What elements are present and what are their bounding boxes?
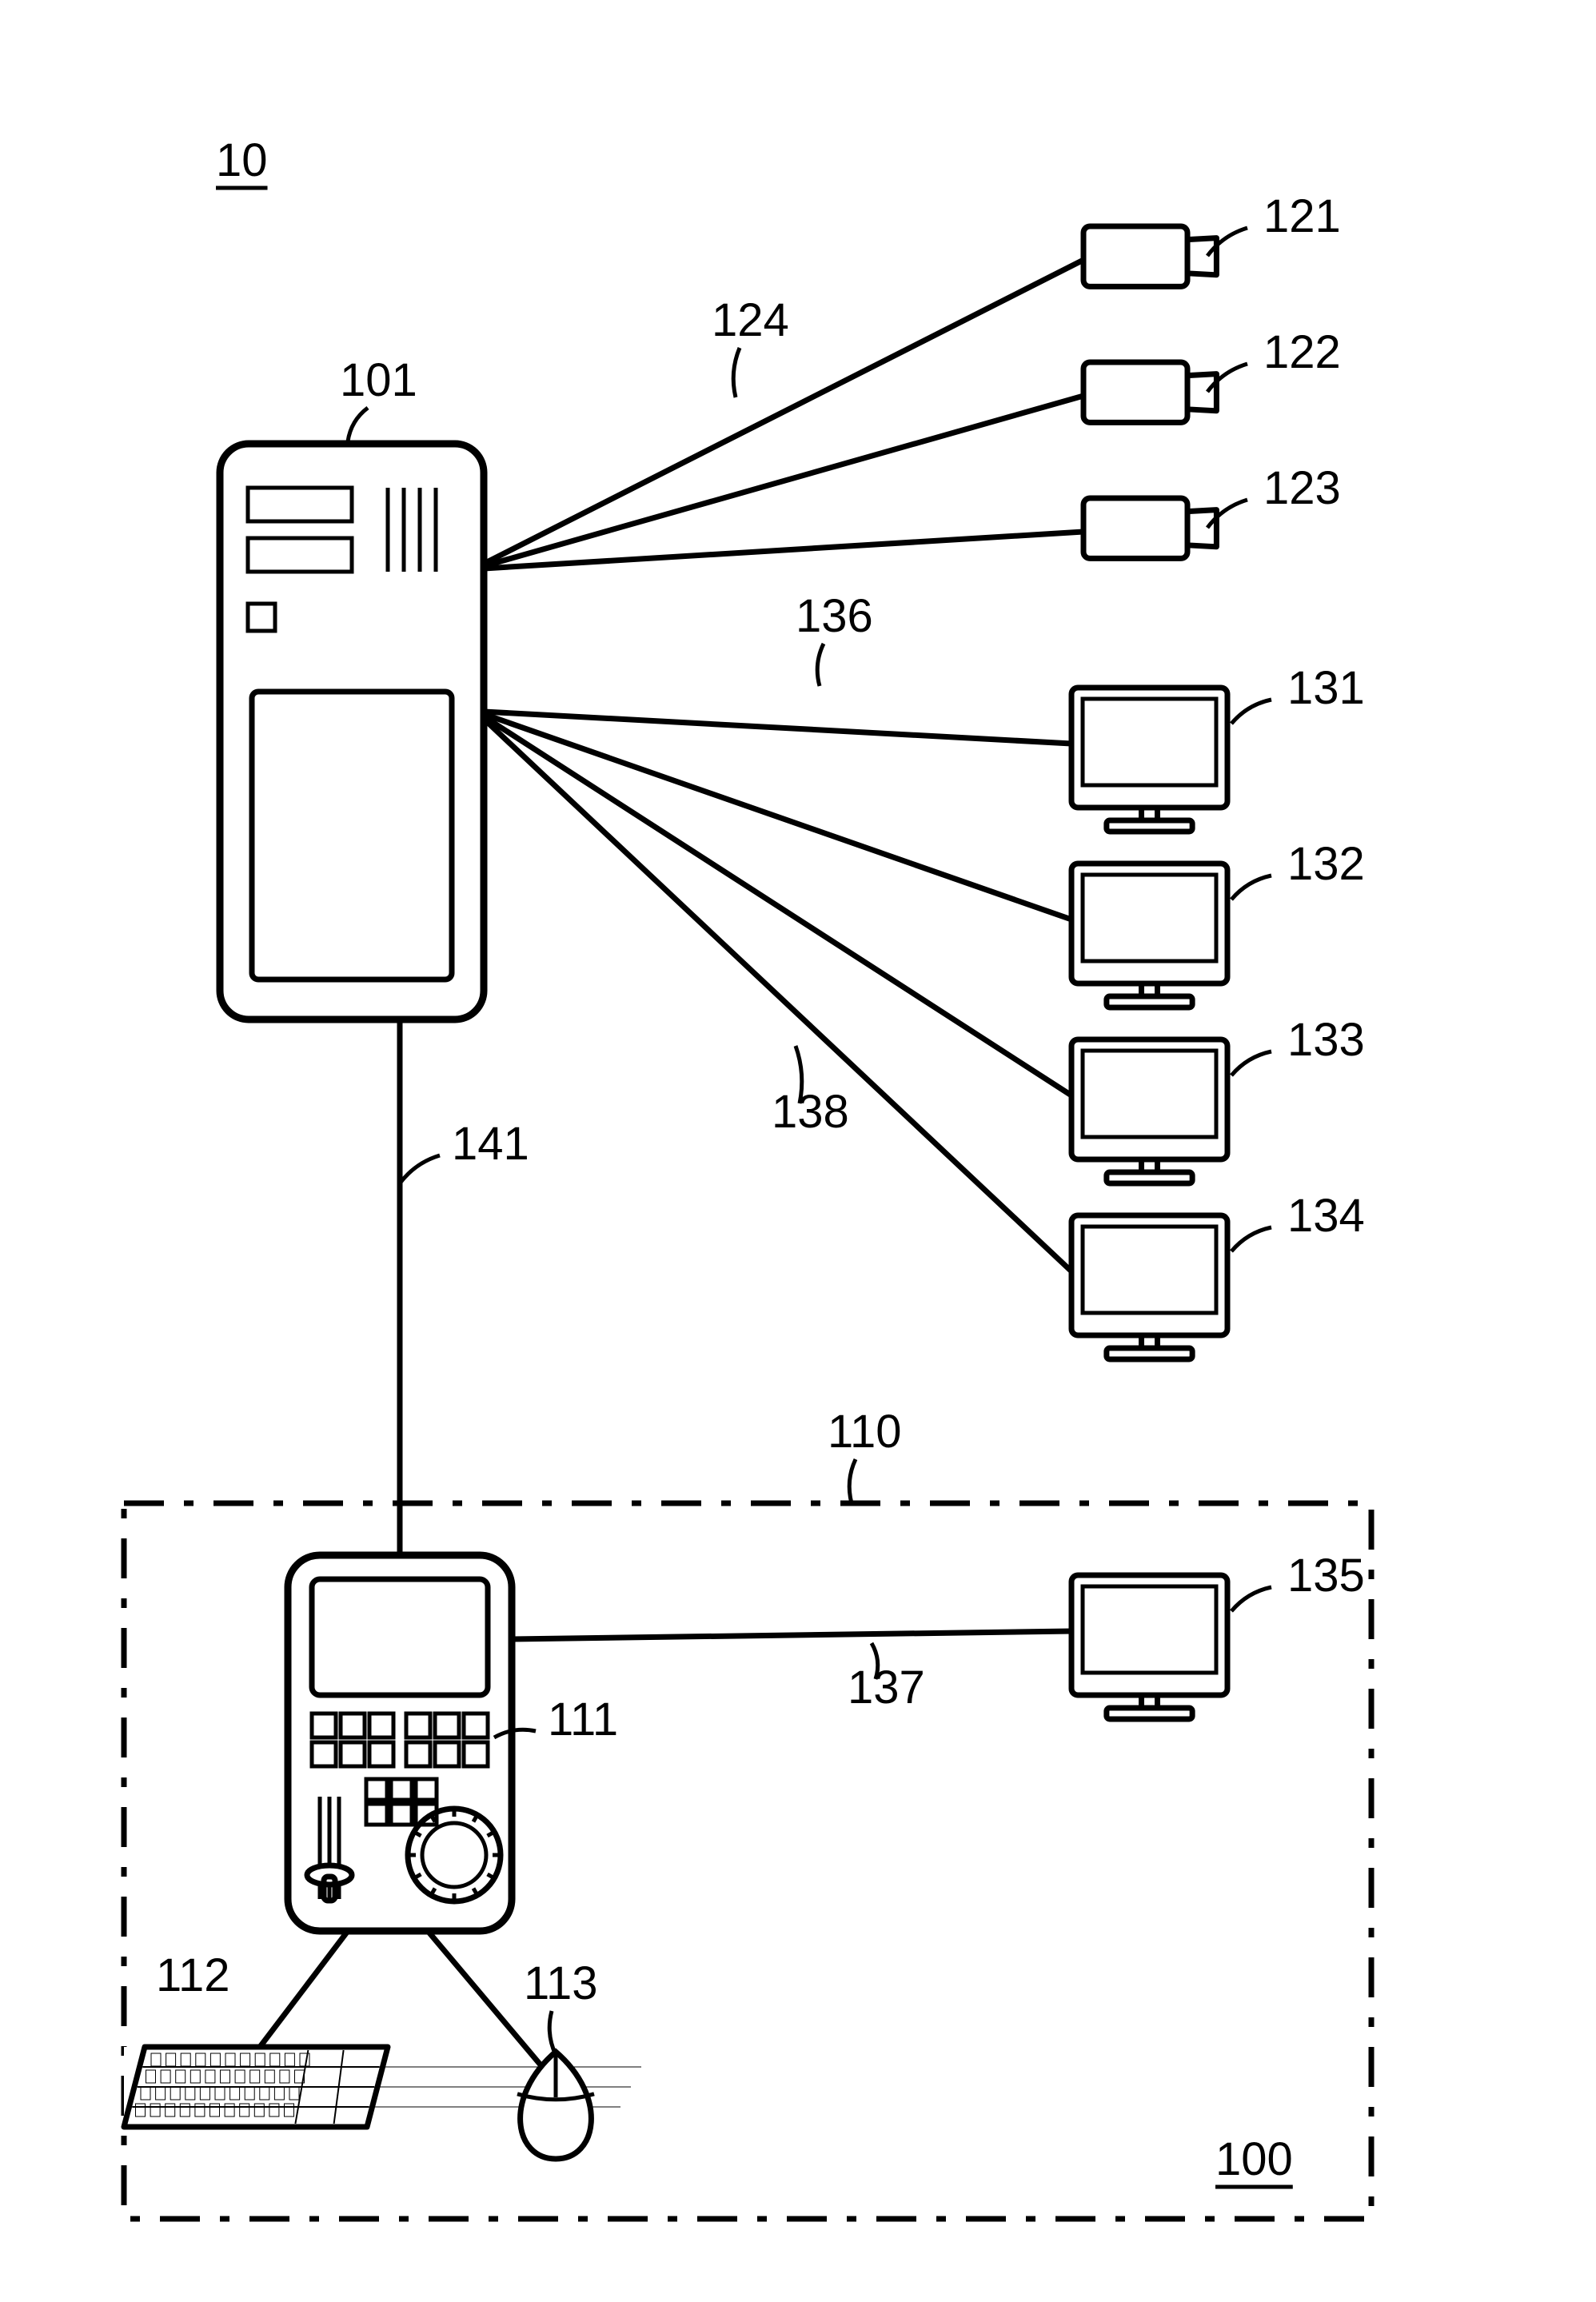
ref-label-cam1: 121 — [1263, 190, 1341, 242]
ref-label-mon1: 131 — [1287, 662, 1365, 714]
ref-label-panel: 111 — [548, 1694, 618, 1745]
monitor-4 — [1071, 1215, 1227, 1359]
ref-label-mon2: 132 — [1287, 838, 1365, 890]
monitor-1 — [1071, 688, 1227, 832]
ref-label-camCable: 124 — [712, 294, 789, 346]
monitor-2 — [1071, 864, 1227, 1007]
server — [220, 444, 484, 1019]
ref-label-operator: 100 — [1215, 2133, 1293, 2185]
ref-label-mon3: 133 — [1287, 1014, 1365, 1066]
ref-label-mon5: 135 — [1287, 1550, 1365, 1602]
ref-label-mon4: 134 — [1287, 1190, 1365, 1242]
ref-label-operatorBlock: 110 — [828, 1406, 901, 1458]
canvas-bg — [0, 0, 1596, 2302]
ref-label-monCableTop: 136 — [796, 590, 873, 642]
ref-label-serverPanelCable: 141 — [452, 1118, 529, 1170]
ref-label-server: 101 — [340, 354, 417, 406]
ref-label-cam3: 123 — [1263, 462, 1341, 514]
ref-label-monCableBottom: 138 — [772, 1086, 849, 1138]
ref-label-cam2: 122 — [1263, 326, 1341, 378]
ref-label-keyboard: 112 — [156, 1949, 229, 2001]
ref-label-mouse: 113 — [524, 1957, 597, 2009]
monitor-5 — [1071, 1575, 1227, 1719]
monitor-3 — [1071, 1039, 1227, 1183]
ref-label-monCableMid: 137 — [848, 1662, 925, 1714]
control-panel — [288, 1555, 512, 1931]
ref-label-system: 10 — [216, 134, 268, 186]
